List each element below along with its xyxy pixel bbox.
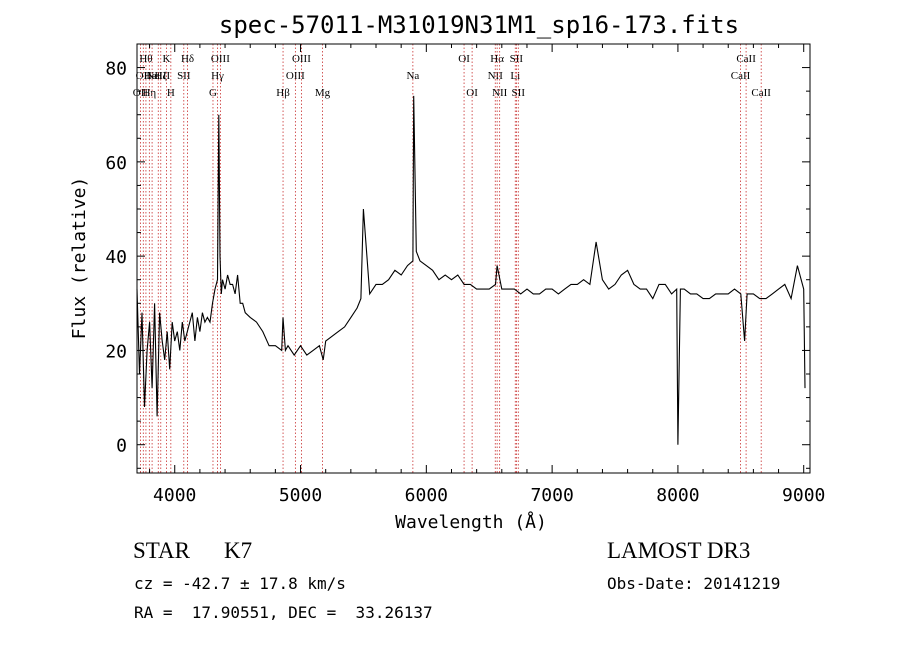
x-tick-label: 6000: [405, 485, 448, 506]
y-tick-label: 40: [105, 247, 127, 268]
spectral-line-label: NeIII: [146, 70, 170, 82]
object-subclass: K7: [223, 538, 253, 563]
spectral-line-label: G: [209, 87, 217, 99]
spectral-line-label: H: [167, 87, 175, 99]
spectral-line-label: OIII: [292, 53, 311, 65]
spectral-line-label: OI: [466, 87, 478, 99]
spectral-line-label: OIII: [286, 70, 305, 82]
spectral-line-label: OII: [136, 70, 152, 82]
spectral-line-label: Li: [510, 70, 520, 82]
spectral-line-label: NII: [492, 87, 508, 99]
y-tick-label: 60: [105, 153, 127, 174]
spectral-line-label: OI: [458, 53, 470, 65]
spectral-line-label: OIII: [211, 53, 230, 65]
spectral-line-label: SII: [510, 53, 524, 65]
spectral-line-label: K: [162, 53, 170, 65]
x-tick-label: 7000: [530, 485, 573, 506]
spectral-line-label: Hα: [490, 53, 504, 65]
spectral-line-label: SII: [177, 70, 191, 82]
spectral-line-label: CaII: [736, 53, 756, 65]
spectral-line-label: NII: [488, 70, 504, 82]
axes: 4000 5000 6000 7000 8000 9000 0 20 40 60 80: [105, 43, 825, 506]
object-class-info: STAR K7: [133, 538, 252, 564]
y-tick-label: 20: [105, 341, 127, 362]
observation-date: Obs-Date: 20141219: [607, 574, 781, 593]
spectral-line-label: CaII: [731, 70, 751, 82]
spectral-line-label: Hβ: [276, 87, 290, 99]
spectral-line-label: Hδ: [181, 53, 194, 65]
y-tick-label: 80: [105, 59, 127, 80]
spectral-line-markers: OIIOIIHθHηHeINeIIIHζKHSIIHδGHγOIIIHβOIII…: [133, 44, 771, 473]
spectral-line-label: Hγ: [211, 70, 224, 82]
x-tick-label: 5000: [279, 485, 322, 506]
coordinates: RA = 17.90551, DEC = 33.26137: [134, 603, 433, 622]
spectral-line-label: Hθ: [139, 53, 152, 65]
x-axis-label: Wavelength (Å): [395, 511, 547, 533]
spectral-line-label: HeI: [144, 70, 161, 82]
x-tick-label: 4000: [153, 485, 196, 506]
spectral-line-label: SII: [512, 87, 526, 99]
redshift-value: cz = -42.7 ± 17.8 km/s: [134, 574, 346, 593]
spectral-line-label: Hη: [142, 87, 156, 99]
survey-name: LAMOST DR3: [607, 538, 751, 563]
spectral-line-label: CaII: [751, 87, 771, 99]
spectral-line-label: Hζ: [155, 70, 168, 82]
spectral-line-label: Na: [406, 70, 419, 82]
x-tick-label: 8000: [656, 485, 699, 506]
object-class: STAR: [133, 538, 190, 563]
y-tick-label: 0: [116, 436, 127, 457]
spectral-line-label: Mg: [315, 87, 331, 99]
plot-frame: [136, 43, 811, 474]
x-tick-label: 9000: [782, 485, 825, 506]
flux-series-line: [136, 95, 806, 445]
y-axis-label: Flux (relative): [69, 177, 90, 340]
chart-title: spec-57011-M31019N31M1_sp16-173.fits: [219, 11, 739, 39]
